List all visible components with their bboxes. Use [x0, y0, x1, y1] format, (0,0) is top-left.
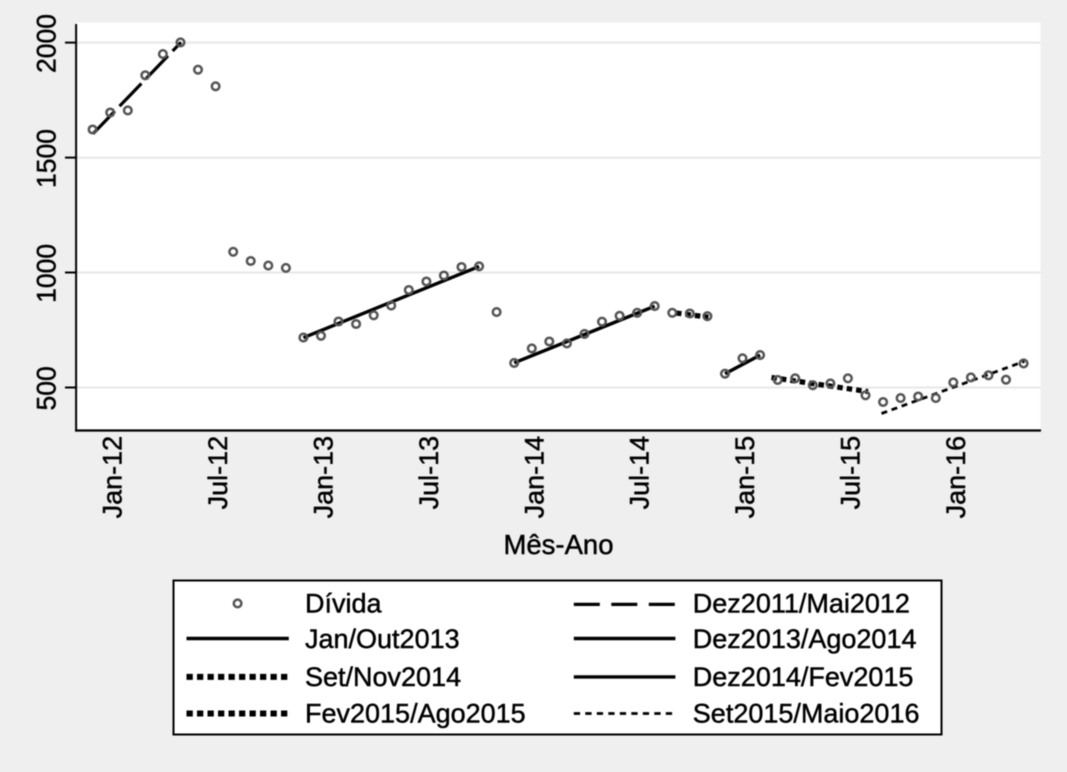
svg-text:Jan-16: Jan-16 — [941, 436, 971, 519]
svg-text:Dez2014/Fev2015: Dez2014/Fev2015 — [693, 662, 914, 692]
svg-text:Jan-13: Jan-13 — [309, 436, 339, 519]
svg-text:Set/Nov2014: Set/Nov2014 — [305, 662, 461, 692]
svg-text:Dez2011/Mai2012: Dez2011/Mai2012 — [693, 588, 910, 618]
svg-text:Jul-13: Jul-13 — [414, 436, 444, 510]
svg-text:Dívida: Dívida — [305, 588, 383, 618]
svg-text:1000: 1000 — [32, 244, 62, 303]
svg-text:Jul-14: Jul-14 — [625, 436, 655, 510]
svg-text:Mês-Ano: Mês-Ano — [503, 529, 613, 560]
svg-text:2000: 2000 — [32, 14, 62, 73]
svg-text:Jul-12: Jul-12 — [203, 436, 233, 510]
svg-text:Jan/Out2013: Jan/Out2013 — [305, 624, 460, 654]
svg-text:Jan-14: Jan-14 — [519, 436, 549, 519]
svg-text:Jan-15: Jan-15 — [730, 436, 760, 519]
svg-text:Fev2015/Ago2015: Fev2015/Ago2015 — [305, 699, 526, 729]
svg-text:Jul-15: Jul-15 — [835, 436, 865, 510]
svg-text:500: 500 — [32, 366, 62, 410]
svg-text:Set2015/Maio2016: Set2015/Maio2016 — [693, 699, 920, 729]
svg-text:Jan-12: Jan-12 — [98, 436, 128, 519]
svg-text:1500: 1500 — [32, 129, 62, 188]
svg-text:Dez2013/Ago2014: Dez2013/Ago2014 — [693, 624, 917, 654]
